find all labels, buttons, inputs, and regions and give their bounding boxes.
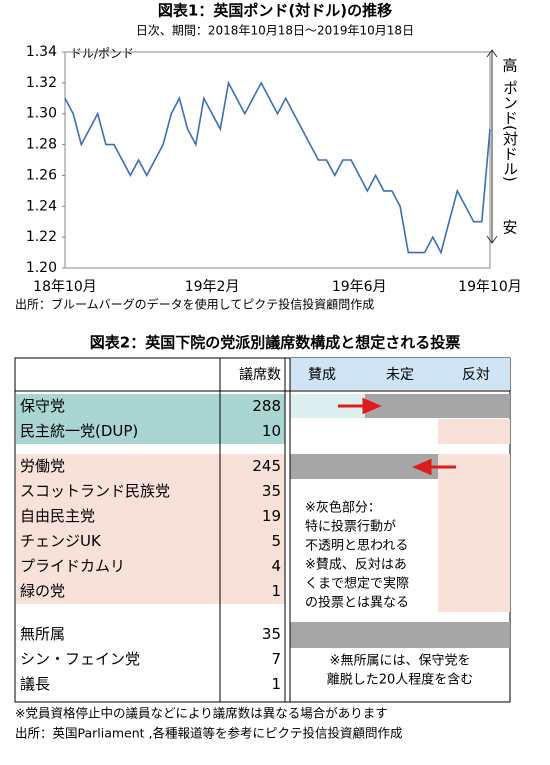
vote-header-bg [290, 358, 510, 390]
note-line: ※灰色部分： [305, 500, 381, 516]
seat-count: 5 [271, 532, 281, 550]
annotation-low: 安 [502, 219, 517, 237]
price-line [64, 80, 491, 255]
seat-count: 288 [252, 397, 281, 415]
seat-count: 1 [271, 582, 281, 600]
no-area [438, 454, 510, 612]
party-name: スコットランド民族党 [20, 482, 170, 500]
undecided-area [290, 622, 510, 648]
seat-count: 19 [262, 507, 281, 525]
party-name: 無所属 [20, 625, 65, 643]
seat-count: 4 [271, 557, 281, 575]
y-tick-label: 1.30 [26, 106, 57, 122]
arrow-left [412, 458, 456, 476]
table-title: 図表2：英国下院の党派別議席数構成と想定される投票 [90, 334, 460, 352]
y-tick-label: 1.26 [26, 167, 57, 183]
arrow-heads [486, 49, 498, 244]
seat-count: 245 [252, 457, 281, 475]
footnote: ※党員資格停止中の議員などにより議席数は異なる場合があります [15, 706, 388, 721]
footnote: 出所：英国Parliament ,各種報道等を参考にピクテ投信投資顧問作成 [15, 726, 403, 741]
x-tick-label: 19年2月 [185, 279, 240, 295]
y-tick-label: 1.34 [26, 44, 57, 60]
header-vote: 反対 [462, 367, 490, 383]
annotation-middle: ポンド(対ドル) [501, 80, 519, 182]
group-bg [16, 394, 285, 444]
note-line: 特に投票行動が [305, 519, 396, 535]
x-tick-label: 19年6月 [332, 279, 387, 295]
note-line: 不透明と思われる [305, 539, 408, 554]
note-line: ※賛成、反対はあ [305, 558, 407, 573]
x-tick-label: 18年10月 [33, 279, 97, 295]
header-vote: 賛成 [308, 367, 336, 383]
y-tick-label: 1.24 [26, 198, 57, 214]
party-name: 緑の党 [20, 582, 65, 600]
party-name: 民主統一党(DUP) [20, 422, 138, 440]
y-tick-label: 1.22 [26, 229, 57, 245]
y-tick-label: 1.32 [26, 75, 57, 91]
undecided-area [290, 454, 438, 479]
chart-source: 出所：ブルームバーグのデータを使用してピクテ投信投資顧問作成 [15, 297, 374, 312]
note-line: くまで想定で実際 [305, 576, 409, 592]
party-name: 労働党 [20, 457, 65, 475]
seat-count: 7 [271, 650, 281, 668]
chart-title: 図表1：英国ポンド(対ドル)の推移 [158, 2, 392, 20]
party-name: 議長 [20, 675, 50, 693]
arrow-right [338, 397, 382, 415]
seat-count: 10 [262, 422, 281, 440]
seat-count: 35 [262, 482, 281, 500]
note2-line: ※無所属には、保守党を [330, 654, 471, 669]
y-tick-label: 1.28 [26, 137, 57, 153]
y-tick-label: 1.20 [26, 260, 57, 276]
party-name: 保守党 [20, 397, 65, 415]
undecided-area [365, 394, 510, 418]
party-name: シン・フェイン党 [20, 650, 140, 668]
chart-subtitle: 日次、期間：2018年10月18日～2019年10月18日 [136, 24, 414, 38]
annotation-high: 高 [502, 57, 517, 75]
party-name: 自由民主党 [20, 507, 95, 525]
group-bg [16, 454, 285, 604]
note-line: の投票とは異なる [305, 595, 409, 611]
note2-line: 離脱した20人程度を含む [327, 672, 474, 688]
seat-count: 1 [271, 675, 281, 693]
x-tick-label: 19年10月 [458, 279, 522, 295]
seat-count: 35 [262, 625, 281, 643]
header-vote: 未定 [386, 367, 414, 383]
party-name: チェンジUK [20, 532, 102, 550]
no-area [438, 419, 510, 444]
plot-frame [64, 51, 491, 269]
header-seats: 議席数 [239, 366, 281, 383]
party-name: プライドカムリ [20, 557, 125, 575]
y-axis-label: ドル/ポンド [70, 47, 134, 61]
